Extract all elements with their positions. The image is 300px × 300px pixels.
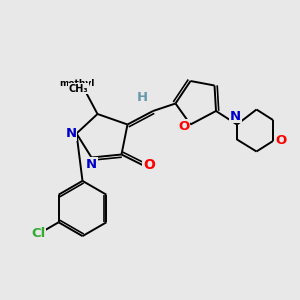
Text: methyl: methyl — [59, 80, 94, 88]
Text: N: N — [65, 127, 77, 140]
Text: Cl: Cl — [32, 227, 46, 240]
Text: O: O — [178, 119, 190, 133]
Text: O: O — [143, 158, 155, 172]
Text: CH₃: CH₃ — [69, 83, 88, 94]
Text: N: N — [230, 110, 241, 123]
Text: N: N — [86, 158, 97, 171]
Text: H: H — [137, 91, 148, 104]
Text: O: O — [276, 134, 287, 148]
